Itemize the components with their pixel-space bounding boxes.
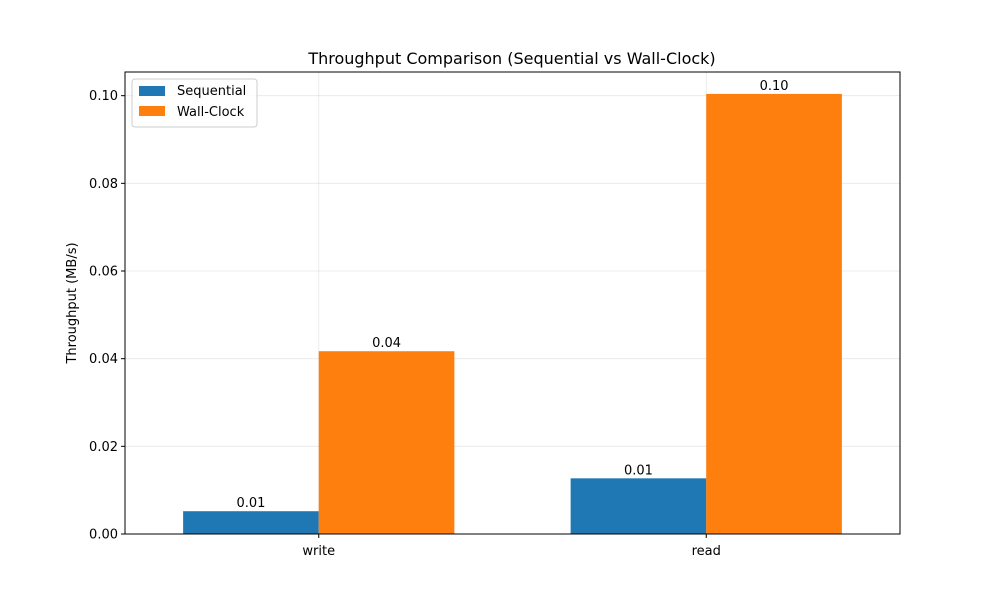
legend-label-sequential: Sequential [177,84,246,99]
chart-title: Throughput Comparison (Sequential vs Wal… [307,49,715,68]
y-tick-label: 0.08 [89,177,118,192]
bar-value-label: 0.10 [760,79,789,94]
bar-value-labels: 0.01 0.01 0.04 0.10 [236,79,788,511]
bar-value-label: 0.01 [624,463,653,478]
bar-value-label: 0.04 [372,336,401,351]
y-tick-label: 0.02 [89,440,118,455]
bar-wall-clock-write [318,351,455,534]
bar-sequential-read [570,478,707,534]
bars [183,93,842,535]
y-tick-label: 0.06 [89,265,118,280]
bar-wall-clock-read [706,93,842,535]
plot-frame [124,71,901,535]
legend-swatch-sequential [139,86,165,96]
y-tick-label: 0.10 [89,89,118,104]
x-tick-label: write [302,544,335,559]
bar-value-label: 0.01 [236,496,265,511]
y-tick-label: 0.00 [89,528,118,543]
y-axis-label: Throughput (MB/s) [65,242,80,364]
x-tick-label: read [692,544,721,559]
legend-label-wall-clock: Wall-Clock [177,105,245,120]
legend-swatch-wall-clock [139,106,165,116]
bar-sequential-write [183,511,319,534]
x-axis: write read [302,534,721,559]
y-axis: 0.00 0.02 0.04 0.06 0.08 0.10 [89,89,125,543]
y-tick-label: 0.04 [89,352,118,367]
legend: Sequential Wall-Clock [131,78,258,128]
